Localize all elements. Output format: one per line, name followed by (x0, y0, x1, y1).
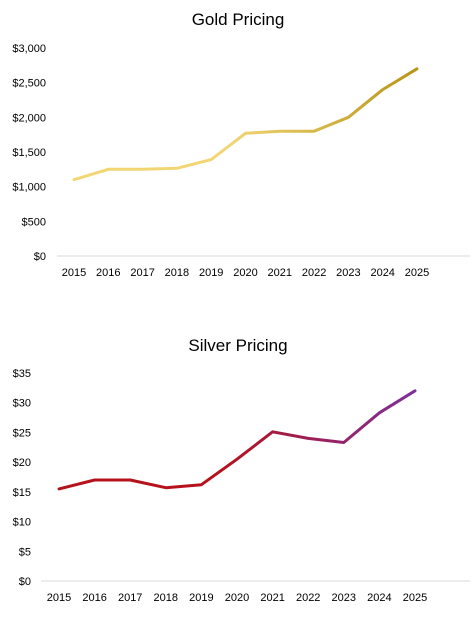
x-tick-label: 2021 (260, 592, 284, 604)
x-tick-label: 2016 (82, 592, 106, 604)
x-tick-label: 2020 (225, 592, 249, 604)
x-tick-label: 2023 (332, 592, 356, 604)
x-tick-label: 2022 (302, 267, 326, 279)
gold-chart-plot: $0 $500 $1,000 $1,500 $2,000 $2,500 $3,000 2015… (12, 43, 470, 279)
x-tick-label: 2025 (405, 267, 429, 279)
y-tick-label: $30 (13, 398, 31, 410)
y-tick-label: $500 (22, 216, 46, 228)
x-tick-label: 2019 (199, 267, 223, 279)
y-tick-label: $3,000 (12, 43, 46, 55)
y-tick-label: $20 (13, 457, 31, 469)
y-tick-label: $25 (13, 427, 31, 439)
series-line (72, 67, 419, 182)
y-tick-label: $10 (13, 517, 31, 529)
x-tick-label: 2023 (336, 267, 360, 279)
x-tick-label: 2017 (130, 267, 154, 279)
x-tick-label: 2020 (233, 267, 257, 279)
x-tick-label: 2021 (268, 267, 292, 279)
silver-chart-plot: $0 $5 $10 $15 $20 $25 $30 $35 2015 2016 2017 2018 20… (13, 368, 470, 604)
y-tick-label: $1,000 (12, 182, 46, 194)
series-line (57, 389, 417, 491)
y-tick-label: $35 (13, 368, 31, 380)
y-tick-label: $0 (34, 251, 46, 263)
x-tick-label: 2015 (47, 592, 71, 604)
x-tick-label: 2024 (367, 592, 391, 604)
y-tick-label: $0 (19, 576, 31, 588)
chart-title: Gold Pricing (191, 10, 285, 29)
y-tick-label: $15 (13, 487, 31, 499)
silver-chart: Silver Pricing $0 $5 $10 $15 $20 $25 $30 $35 201… (0, 326, 476, 626)
y-tick-label: $1,500 (12, 147, 46, 159)
gold-chart: Gold Pricing $0 $500 $1,000 $1,500 $2,000 $2,… (0, 0, 476, 300)
x-tick-label: 2022 (296, 592, 320, 604)
x-tick-label: 2017 (118, 592, 142, 604)
y-tick-label: $2,000 (12, 112, 46, 124)
x-tick-label: 2019 (189, 592, 213, 604)
x-tick-label: 2024 (370, 267, 394, 279)
y-tick-label: $5 (19, 546, 31, 558)
x-tick-label: 2018 (154, 592, 178, 604)
x-tick-label: 2015 (62, 267, 86, 279)
x-tick-label: 2016 (96, 267, 120, 279)
x-tick-label: 2018 (165, 267, 189, 279)
y-tick-label: $2,500 (12, 78, 46, 90)
x-tick-label: 2025 (403, 592, 427, 604)
chart-title: Silver Pricing (188, 336, 288, 355)
